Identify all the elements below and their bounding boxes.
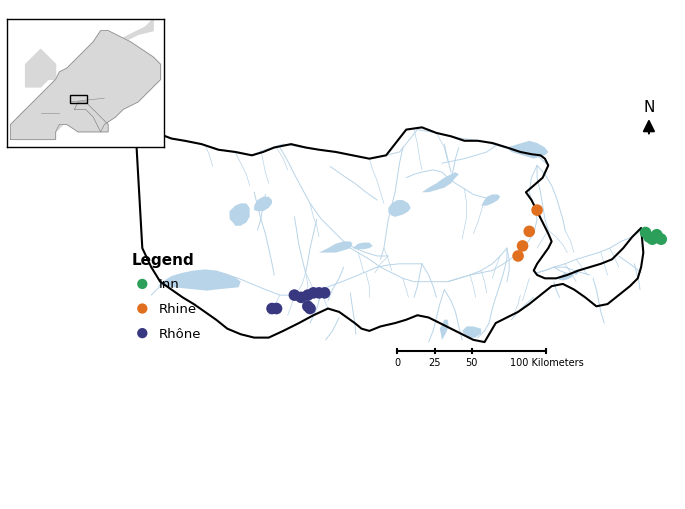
Text: Legend: Legend (131, 252, 194, 268)
Text: 25: 25 (428, 357, 441, 367)
Polygon shape (229, 204, 249, 227)
Polygon shape (254, 197, 272, 212)
Polygon shape (158, 270, 240, 291)
Text: Rhine: Rhine (159, 302, 197, 316)
Bar (71, 96, 86, 103)
Polygon shape (388, 201, 411, 217)
Polygon shape (14, 103, 63, 140)
Point (653, 235, 664, 243)
Polygon shape (507, 142, 548, 159)
Polygon shape (481, 195, 500, 206)
Point (314, 289, 325, 297)
Polygon shape (136, 127, 643, 343)
Point (305, 305, 316, 313)
Polygon shape (25, 50, 55, 88)
Point (266, 305, 277, 313)
Text: N: N (643, 100, 655, 115)
Point (271, 305, 282, 313)
Point (137, 280, 148, 289)
Point (289, 292, 300, 300)
Point (296, 294, 307, 302)
Point (137, 305, 148, 313)
Point (656, 236, 667, 244)
Polygon shape (440, 320, 449, 340)
Point (512, 252, 523, 261)
Polygon shape (422, 173, 459, 193)
Point (137, 329, 148, 337)
Point (532, 207, 543, 215)
Point (524, 228, 535, 236)
Polygon shape (67, 20, 153, 69)
Point (302, 303, 313, 311)
Polygon shape (10, 32, 161, 140)
Polygon shape (462, 327, 481, 338)
Polygon shape (574, 270, 578, 275)
Polygon shape (558, 273, 574, 281)
Point (517, 242, 528, 250)
Polygon shape (353, 243, 373, 250)
Point (308, 289, 319, 297)
Text: 50: 50 (466, 357, 478, 367)
Polygon shape (319, 242, 353, 253)
Text: 100 Kilometers: 100 Kilometers (510, 357, 584, 367)
Point (651, 231, 662, 239)
Point (319, 289, 330, 297)
Point (302, 292, 313, 300)
Text: Inn: Inn (159, 278, 180, 291)
Point (647, 236, 658, 244)
Polygon shape (75, 103, 108, 133)
Text: Rhône: Rhône (159, 327, 201, 340)
Point (640, 229, 651, 237)
Text: 0: 0 (395, 357, 400, 367)
Point (643, 234, 654, 242)
